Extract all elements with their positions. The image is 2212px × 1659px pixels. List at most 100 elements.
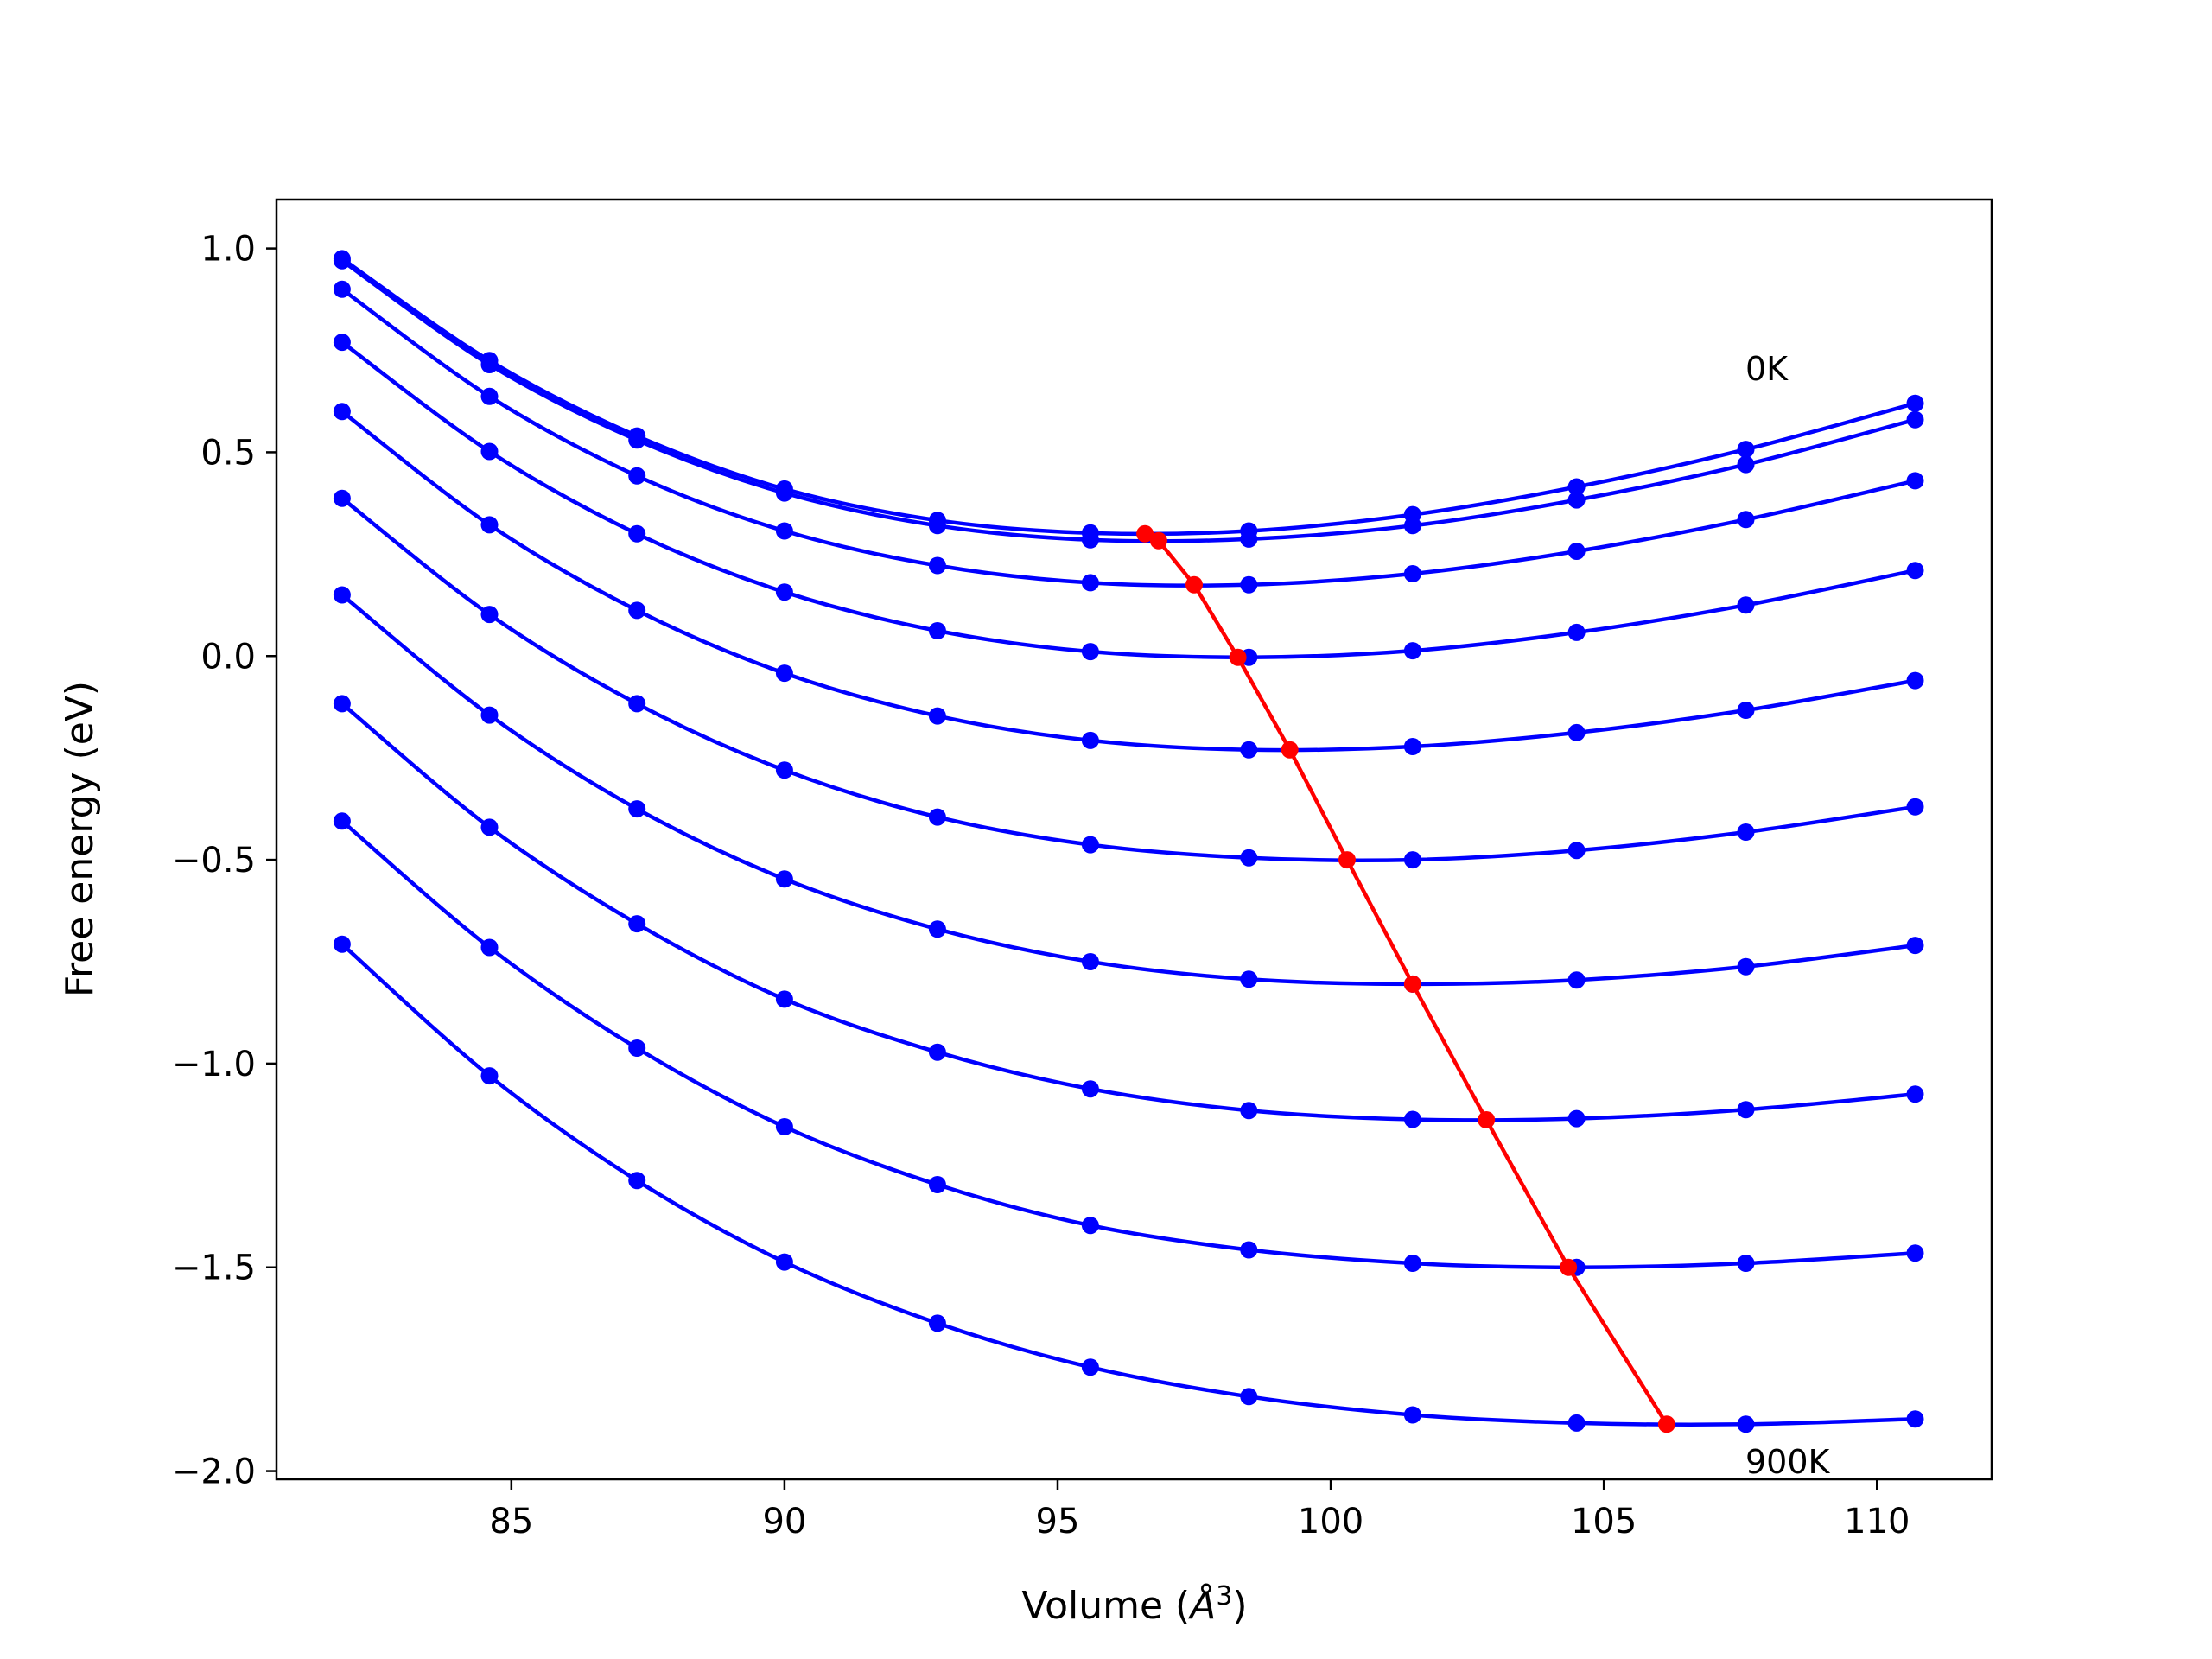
data-point — [333, 280, 351, 298]
data-point — [1403, 851, 1421, 869]
data-point — [480, 1067, 499, 1085]
x-tick-label: 110 — [1844, 1502, 1910, 1541]
data-point — [1081, 731, 1099, 749]
data-point — [1567, 723, 1586, 741]
data-point — [1403, 1406, 1421, 1424]
data-point — [628, 1039, 646, 1057]
data-point — [1403, 1110, 1421, 1128]
equilibrium-point — [1281, 741, 1299, 759]
data-point — [775, 1118, 793, 1135]
data-point — [1081, 643, 1099, 661]
data-point — [1906, 1085, 1924, 1103]
data-point — [1240, 530, 1258, 548]
data-point — [775, 522, 793, 540]
data-point — [333, 403, 351, 421]
data-point — [333, 251, 351, 270]
data-point — [1567, 623, 1586, 641]
y-tick-label: −0.5 — [172, 841, 256, 880]
y-axis-ticks: 1.0 0.5 0.0 −0.5 −1.0 −1.5 −2.0 — [172, 230, 276, 1492]
equilibrium-line — [1144, 531, 1669, 1426]
data-point — [480, 442, 499, 461]
data-point — [928, 556, 946, 575]
equilibrium-point — [1149, 531, 1167, 550]
equilibrium-point — [1338, 851, 1356, 869]
x-axis-label-unit: Å — [1187, 1582, 1216, 1628]
x-tick-label: 100 — [1298, 1502, 1363, 1541]
data-point — [1567, 1109, 1586, 1128]
equilibrium-point — [1403, 975, 1421, 993]
equilibrium-point — [1560, 1258, 1578, 1276]
data-point — [775, 870, 793, 888]
data-point — [1906, 410, 1924, 429]
data-point — [1240, 970, 1258, 988]
curve-series — [333, 489, 1924, 869]
data-point — [775, 664, 793, 683]
y-tick-label: −1.0 — [172, 1045, 256, 1084]
data-point — [480, 606, 499, 624]
data-point — [333, 489, 351, 507]
data-point — [1737, 1255, 1755, 1272]
equilibrium-layer — [1136, 524, 1675, 1433]
data-point — [1737, 1415, 1755, 1433]
data-point — [1403, 565, 1421, 582]
equilibrium-point — [1185, 575, 1203, 594]
annotation-0k: 0K — [1745, 350, 1789, 388]
data-point — [1906, 562, 1924, 580]
curve-series — [333, 280, 1924, 594]
curve-series — [333, 403, 1924, 759]
equilibrium-point — [1657, 1415, 1675, 1433]
data-point — [1081, 531, 1099, 549]
data-point — [1403, 517, 1421, 535]
data-point — [1240, 1102, 1258, 1120]
annotation-900k: 900K — [1745, 1443, 1831, 1481]
data-point — [775, 1253, 793, 1271]
data-point — [1081, 574, 1099, 592]
data-point — [333, 812, 351, 830]
data-point — [1567, 478, 1586, 496]
y-tick-label: 1.0 — [200, 230, 256, 270]
data-point — [1906, 1410, 1924, 1428]
data-point — [628, 601, 646, 620]
x-tick-label: 105 — [1571, 1502, 1637, 1541]
y-tick-label: 0.5 — [200, 433, 256, 473]
data-point — [1737, 1101, 1755, 1119]
data-point — [1567, 971, 1586, 989]
x-axis-label: Volume (Å3) — [1021, 1581, 1247, 1628]
data-point — [1737, 511, 1755, 529]
data-point — [1240, 575, 1258, 594]
data-point — [1567, 491, 1586, 509]
data-point — [1737, 455, 1755, 474]
data-point — [775, 990, 793, 1008]
data-point — [928, 1043, 946, 1061]
curve-series — [333, 586, 1924, 993]
data-point — [1240, 1388, 1258, 1406]
curves-layer — [333, 250, 1924, 1433]
data-point — [333, 695, 351, 713]
data-point — [928, 622, 946, 639]
data-point — [333, 586, 351, 604]
x-axis-label-close: ) — [1232, 1584, 1247, 1628]
data-point — [775, 484, 793, 502]
data-point — [1240, 1241, 1258, 1259]
y-axis-label: Free energy (eV) — [58, 681, 102, 997]
x-axis-label-exponent: 3 — [1216, 1581, 1232, 1611]
data-point — [1737, 957, 1755, 976]
data-point — [1081, 953, 1099, 970]
data-point — [1737, 823, 1755, 841]
x-axis-label-text: Volume ( — [1021, 1584, 1190, 1628]
curve-series — [333, 251, 1924, 549]
data-point — [1567, 543, 1586, 560]
y-tick-label: −1.5 — [172, 1249, 256, 1288]
x-axis-ticks: 85 90 95 100 105 110 — [489, 1479, 1910, 1541]
data-point — [480, 938, 499, 957]
data-point — [1906, 671, 1924, 690]
data-point — [480, 516, 499, 534]
data-point — [1081, 1080, 1099, 1098]
data-point — [928, 808, 946, 826]
data-point — [928, 517, 946, 535]
data-point — [775, 761, 793, 779]
curve-series — [333, 695, 1924, 1128]
data-point — [628, 431, 646, 449]
y-tick-label: 0.0 — [200, 637, 256, 677]
